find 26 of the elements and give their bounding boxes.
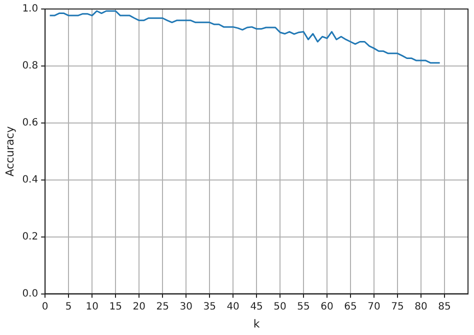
y-tick-label: 0.6: [22, 118, 38, 129]
x-tick-label: 25: [156, 301, 169, 312]
y-axis-title: Accuracy: [3, 126, 16, 177]
y-tick-label: 0.2: [22, 231, 38, 242]
x-tick-label: 70: [368, 301, 380, 312]
x-tick-label: 50: [274, 301, 286, 312]
x-tick-label: 5: [65, 301, 72, 312]
x-tick-label: 55: [297, 301, 310, 312]
x-tick-label: 20: [132, 301, 146, 312]
x-tick-label: 45: [250, 301, 263, 312]
x-tick-label: 35: [203, 301, 216, 312]
x-tick-label: 15: [109, 301, 122, 312]
x-tick-label: 40: [226, 301, 240, 312]
x-tick-label: 65: [344, 301, 357, 312]
x-tick-label: 80: [414, 301, 428, 312]
x-tick-label: 60: [320, 301, 334, 312]
x-tick-label: 10: [86, 301, 98, 312]
y-tick-label: 0.8: [22, 60, 38, 72]
x-tick-label: 0: [42, 301, 48, 312]
y-tick-label: 1.0: [22, 4, 38, 15]
y-tick-label: 0.4: [22, 174, 38, 186]
y-tick-label: 0.0: [22, 288, 38, 300]
x-tick-label: 30: [180, 301, 192, 312]
x-tick-label: 85: [438, 301, 451, 312]
x-axis-title: k: [253, 317, 260, 330]
x-tick-label: 75: [391, 301, 404, 312]
